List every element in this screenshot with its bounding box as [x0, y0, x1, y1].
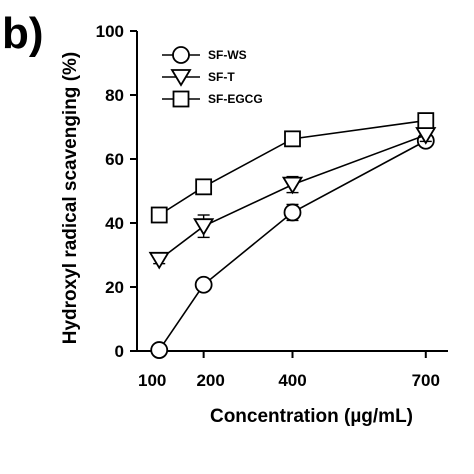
data-point — [417, 112, 435, 129]
y-tick-label: 60 — [105, 150, 124, 169]
legend-item: SF-EGCG — [162, 90, 263, 108]
legend-label: SF-T — [208, 70, 235, 84]
legend-marker — [172, 90, 190, 108]
data-point — [193, 218, 215, 236]
x-tick-label: 400 — [278, 371, 306, 390]
series-sf-ws — [150, 131, 435, 359]
series-sf-t — [148, 127, 437, 270]
data-point — [150, 341, 169, 359]
x-tick-label: 200 — [196, 371, 224, 390]
series-line — [158, 119, 426, 216]
panel-label: b) — [2, 9, 44, 58]
data-point — [150, 206, 168, 224]
y-axis-label: Hydroxyl radical scavenging (%) — [60, 52, 81, 345]
data-point — [281, 176, 304, 195]
legend-marker — [170, 69, 192, 87]
legend-label: SF-WS — [208, 48, 247, 62]
y-tick-label: 100 — [96, 22, 124, 41]
data-point — [148, 251, 170, 270]
y-tick-label: 20 — [105, 278, 124, 297]
y-tick-label: 80 — [105, 86, 124, 105]
series-layer — [148, 112, 437, 359]
y-tick-label: 40 — [105, 214, 124, 233]
series-line — [158, 134, 427, 261]
data-point — [284, 130, 301, 148]
y-ticks: 0 20 40 60 80 100 — [96, 22, 137, 361]
x-ticks: 100 200 400 700 — [138, 351, 440, 390]
data-point — [283, 203, 302, 222]
x-tick-label: 100 — [138, 371, 166, 390]
data-point — [194, 275, 213, 294]
legend-item: SF-T — [162, 69, 235, 87]
series-line — [158, 140, 427, 351]
series-sf-egcg — [150, 112, 435, 224]
data-point — [195, 178, 213, 196]
legend: SF-WS SF-T SF-EGCG — [162, 46, 263, 108]
legend-marker — [172, 46, 190, 64]
y-tick-label: 0 — [115, 342, 124, 361]
x-axis-label: Concentration (µg/mL) — [210, 406, 413, 427]
legend-item: SF-WS — [162, 46, 247, 64]
legend-label: SF-EGCG — [208, 92, 263, 106]
x-tick-label: 700 — [412, 371, 440, 390]
